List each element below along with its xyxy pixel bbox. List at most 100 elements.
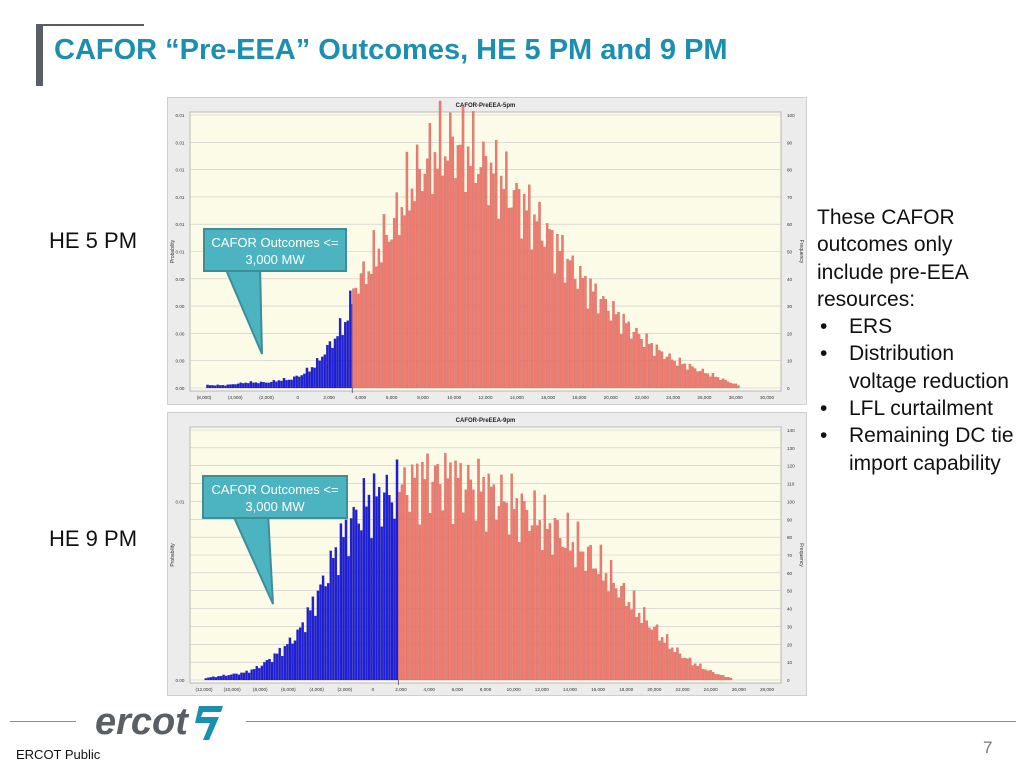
histogram-bar — [459, 463, 462, 681]
histogram-bar — [564, 547, 567, 681]
histogram-bar — [642, 346, 646, 389]
histogram-bar — [293, 376, 296, 389]
histogram-bar — [714, 674, 717, 681]
y-tick-label: 0.01 — [176, 113, 185, 118]
histogram-bar — [405, 495, 409, 681]
histogram-bar — [494, 140, 498, 389]
histogram-bar — [678, 357, 681, 389]
histogram-bar — [426, 453, 429, 681]
callout-top: CAFOR Outcomes <= 3,000 MW — [203, 228, 347, 272]
histogram-bar — [704, 373, 707, 389]
histogram-bar — [517, 189, 521, 389]
chart-9pm-svg: CAFOR-PreEEA-9pm140130120110100908070605… — [170, 418, 804, 692]
y-tick-label: 0.01 — [176, 499, 185, 504]
y2-tick-label: 60 — [787, 571, 793, 576]
histogram-bar — [329, 550, 332, 681]
histogram-bar — [221, 385, 225, 389]
histogram-bar — [310, 367, 314, 389]
histogram-bar — [318, 360, 321, 389]
histogram-bar — [333, 338, 337, 389]
histogram-bar — [370, 273, 373, 389]
histogram-bar — [668, 648, 671, 681]
callout-bottom: CAFOR Outcomes <= 3,000 MW — [202, 475, 348, 519]
histogram-bar — [653, 355, 656, 389]
histogram-bar — [627, 321, 630, 389]
histogram-bar — [500, 474, 503, 681]
histogram-bar — [461, 106, 465, 389]
histogram-bar — [737, 385, 740, 389]
histogram-bar — [316, 590, 320, 681]
x-tick-label: (4,000) — [228, 395, 243, 400]
y2-tick-label: 100 — [787, 113, 795, 118]
histogram-bar — [462, 512, 465, 681]
histogram-bar — [500, 175, 503, 389]
x-tick-label: 10,000 — [447, 395, 461, 400]
histogram-bar — [474, 183, 477, 389]
histogram-bar — [732, 383, 735, 389]
histogram-bar — [234, 384, 237, 389]
histogram-bar — [724, 379, 727, 389]
histogram-bar — [676, 647, 679, 681]
histogram-bar — [472, 489, 475, 681]
histogram-bar — [607, 310, 610, 389]
histogram-bar — [502, 501, 506, 681]
histogram-bar — [219, 676, 223, 681]
histogram-bar — [518, 542, 521, 681]
histogram-bar — [383, 492, 386, 681]
histogram-bar — [528, 531, 531, 681]
y2-tick-label: 40 — [787, 277, 793, 282]
histogram-bar — [338, 318, 342, 389]
histogram-bar — [306, 607, 309, 681]
histogram-bar — [701, 669, 705, 681]
histogram-bar — [408, 210, 411, 389]
histogram-bar — [571, 542, 575, 681]
histogram-bar — [367, 271, 370, 389]
histogram-bar — [561, 546, 564, 681]
histogram-bar — [681, 658, 684, 681]
histogram-bar — [698, 371, 702, 389]
histogram-bar — [604, 573, 608, 681]
y2-tick-label: 140 — [787, 428, 795, 433]
histogram-bar — [543, 246, 546, 389]
histogram-bar — [428, 512, 432, 681]
histogram-bar — [211, 385, 214, 389]
histogram-bar — [568, 260, 572, 389]
histogram-bar — [512, 190, 516, 389]
histogram-bar — [497, 506, 501, 681]
histogram-bar — [648, 627, 651, 681]
histogram-bar — [275, 381, 278, 389]
histogram-bar — [398, 235, 401, 389]
histogram-bar — [298, 627, 302, 681]
histogram-bar — [625, 606, 628, 681]
x-tick-label: 4,000 — [423, 687, 435, 692]
histogram-bar — [449, 462, 452, 681]
histogram-bar — [581, 278, 585, 389]
histogram-bar — [543, 494, 547, 681]
histogram-bar — [660, 637, 664, 681]
histogram-bar — [444, 453, 447, 681]
x-tick-label: 28,000 — [729, 395, 743, 400]
histogram-bar — [388, 494, 391, 681]
histogram-bar — [342, 537, 345, 681]
histogram-bar — [484, 156, 488, 389]
y2-tick-label: 30 — [787, 304, 793, 309]
histogram-bar — [617, 312, 620, 389]
x-tick-label: 26,000 — [732, 687, 746, 692]
histogram-bar — [505, 502, 508, 681]
histogram-bar — [635, 617, 638, 681]
histogram-bar — [336, 336, 339, 389]
histogram-bar — [449, 112, 452, 389]
histogram-bar — [285, 380, 288, 389]
histogram-bar — [510, 473, 513, 681]
histogram-bar — [487, 473, 490, 681]
notes-item: ERS — [817, 313, 1017, 341]
histogram-bar — [423, 479, 427, 681]
histogram-bar — [561, 235, 564, 389]
histogram-bar — [553, 518, 557, 681]
histogram-bar — [643, 607, 646, 681]
histogram-bar — [231, 384, 235, 389]
histogram-bar — [673, 361, 676, 389]
y-tick-label: 0.00 — [176, 331, 185, 336]
histogram-bar — [551, 230, 554, 389]
histogram-bar — [711, 372, 715, 389]
